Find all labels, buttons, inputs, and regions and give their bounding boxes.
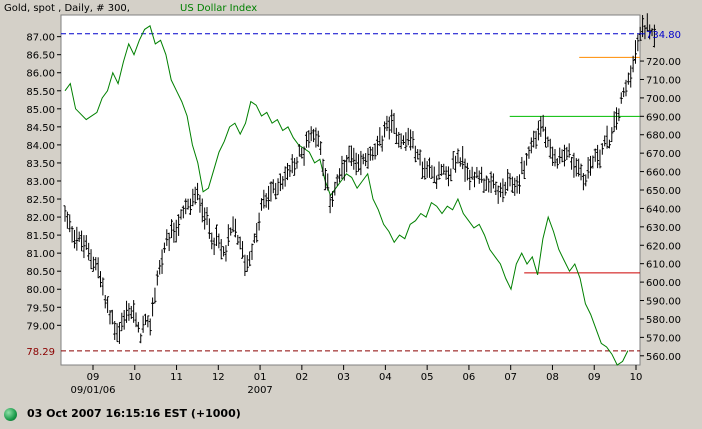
x-tick-label: 12 xyxy=(212,372,225,383)
left-tick-label: 79.50 xyxy=(26,303,55,314)
right-tick-label: 590.00 xyxy=(646,297,681,308)
right-tick-label: 680.00 xyxy=(646,131,681,142)
left-tick-label: 86.00 xyxy=(26,69,55,80)
left-axis-marker: 78.29 xyxy=(26,347,55,358)
x-tick-label: 08 xyxy=(546,372,559,383)
left-tick-label: 80.00 xyxy=(26,285,55,296)
left-axis: 87.00 86.50 86.00 85.50 85.00 84.50 84.00 83.50… xyxy=(26,33,61,332)
right-tick-label: 710.00 xyxy=(646,75,681,86)
left-tick-label: 84.50 xyxy=(26,123,55,134)
left-tick-label: 85.00 xyxy=(26,105,55,116)
plot-area xyxy=(60,14,641,366)
x-tick-label: 06 xyxy=(463,372,476,383)
right-tick-label: 580.00 xyxy=(646,315,681,326)
left-tick-label: 81.00 xyxy=(26,249,55,260)
usd-index-line xyxy=(64,25,629,366)
left-tick-label: 81.50 xyxy=(26,231,55,242)
left-tick-label: 80.50 xyxy=(26,267,55,278)
x-tick-label: 05 xyxy=(421,372,434,383)
x-tick-label: 11 xyxy=(170,372,183,383)
right-tick-label: 620.00 xyxy=(646,241,681,252)
right-tick-label: 670.00 xyxy=(646,149,681,160)
usd-index-series xyxy=(64,25,629,366)
reference-lines xyxy=(61,33,640,352)
left-tick-label: 82.00 xyxy=(26,213,55,224)
x-tick-label: 09 xyxy=(588,372,601,383)
x-tick-label: 10 xyxy=(630,372,643,383)
right-tick-label: 570.00 xyxy=(646,333,681,344)
right-tick-label: 640.00 xyxy=(646,204,681,215)
x-tick-label: 07 xyxy=(504,372,517,383)
right-tick-label: 660.00 xyxy=(646,168,681,179)
left-tick-label: 86.50 xyxy=(26,51,55,62)
right-tick-label: 650.00 xyxy=(646,186,681,197)
x-sub-label: 09/01/06 xyxy=(71,385,116,396)
axis-markers: 734.80 78.29 xyxy=(26,30,681,358)
left-tick-label: 87.00 xyxy=(26,33,55,44)
x-axis: 09 10 11 12 01 02 03 04 05 06 07 08 09 10 09/01/06 2007 xyxy=(71,365,643,396)
x-tick-label: 04 xyxy=(379,372,392,383)
chart-title-gold: Gold, spot , Daily, # 300, xyxy=(4,3,130,14)
right-axis-marker: 734.80 xyxy=(646,30,681,41)
status-bar: 03 Oct 2007 16:15:16 EST (+1000) xyxy=(0,401,702,429)
right-tick-label: 610.00 xyxy=(646,260,681,271)
chart-title-usd: US Dollar Index xyxy=(180,3,257,14)
status-timestamp: 03 Oct 2007 16:15:16 EST (+1000) xyxy=(27,407,241,420)
gold-ohlc-series xyxy=(63,13,656,344)
x-sub-label: 2007 xyxy=(247,385,272,396)
left-tick-label: 79.00 xyxy=(26,321,55,332)
right-tick-label: 560.00 xyxy=(646,352,681,363)
x-tick-label: 02 xyxy=(295,372,308,383)
right-tick-label: 600.00 xyxy=(646,278,681,289)
left-tick-label: 84.00 xyxy=(26,141,55,152)
status-indicator-icon xyxy=(4,408,17,421)
left-tick-label: 83.00 xyxy=(26,177,55,188)
right-tick-label: 630.00 xyxy=(646,223,681,234)
right-tick-label: 720.00 xyxy=(646,57,681,68)
x-tick-label: 09 xyxy=(87,372,100,383)
right-tick-label: 690.00 xyxy=(646,112,681,123)
chart-area: Gold, spot , Daily, # 300, US Dollar Ind… xyxy=(4,3,681,396)
x-tick-label: 10 xyxy=(128,372,141,383)
x-tick-label: 03 xyxy=(337,372,350,383)
x-tick-label: 01 xyxy=(254,372,267,383)
left-tick-label: 85.50 xyxy=(26,87,55,98)
left-tick-label: 82.50 xyxy=(26,195,55,206)
right-tick-label: 700.00 xyxy=(646,94,681,105)
left-tick-label: 83.50 xyxy=(26,159,55,170)
right-axis: 720.00 710.00 700.00 690.00 680.00 670.00 660.… xyxy=(640,57,681,363)
